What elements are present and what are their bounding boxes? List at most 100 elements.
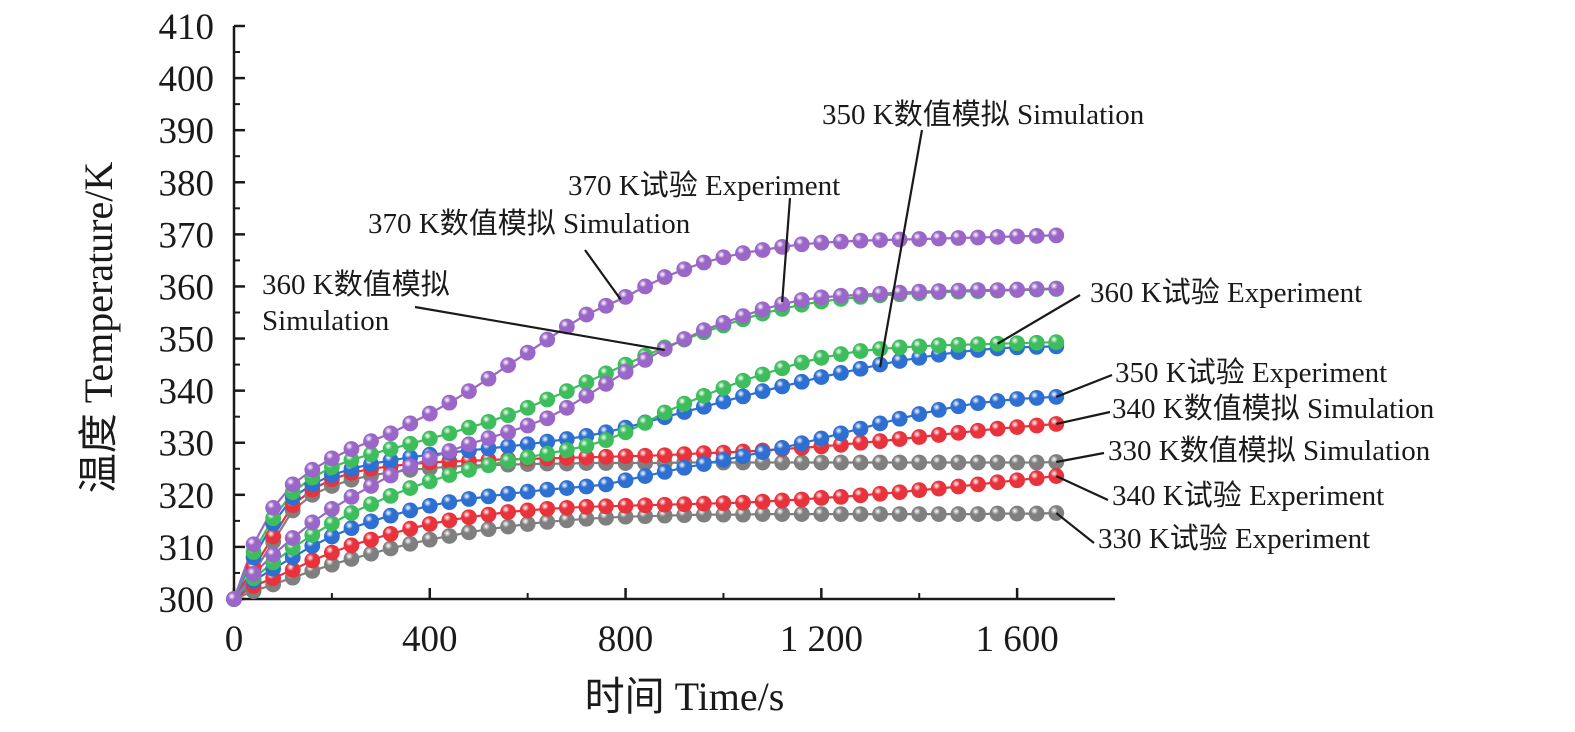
data-point: [500, 424, 516, 441]
data-point: [480, 521, 497, 538]
data-point: [911, 283, 928, 300]
data-point: [852, 454, 869, 471]
annotations: 350 K数值模拟 Simulation 370 K试验 Experiment 37…: [262, 98, 1435, 555]
data-point: [891, 410, 908, 427]
data-point: [500, 438, 516, 455]
data-point: [1028, 417, 1045, 434]
data-point: [421, 430, 438, 447]
data-point: [1009, 505, 1026, 522]
data-point: [735, 308, 751, 325]
data-point: [950, 282, 967, 299]
data-point: [813, 506, 830, 522]
data-point: [774, 492, 791, 509]
y-tick-label: 390: [159, 111, 215, 152]
data-point: [774, 440, 791, 456]
data-point: [833, 489, 849, 505]
data-point: [813, 349, 830, 366]
data-point: [578, 387, 595, 404]
data-point: [774, 360, 791, 377]
data-point: [480, 488, 497, 505]
data-point: [852, 232, 869, 249]
data-point: [539, 500, 556, 517]
data-point: [695, 254, 712, 271]
data-point: [793, 354, 810, 371]
data-point: [989, 393, 1006, 409]
data-point: [989, 454, 1006, 471]
annotation: 360 K试验 Experiment: [996, 276, 1362, 345]
data-point: [970, 395, 986, 412]
data-point: [891, 339, 908, 356]
data-point: [343, 550, 360, 567]
y-tick-label: 320: [159, 476, 215, 517]
data-point: [637, 447, 654, 464]
data-point: [480, 430, 497, 446]
data-point: [539, 481, 556, 498]
data-point: [950, 478, 967, 495]
data-point: [637, 278, 654, 295]
data-point: [970, 229, 986, 246]
y-tick-label: 380: [159, 163, 215, 204]
data-point: [304, 514, 321, 531]
data-point: [813, 490, 830, 506]
data-point: [343, 520, 360, 537]
annotation: 330 K试验 Experiment: [1055, 512, 1370, 555]
data-point: [637, 415, 654, 431]
data-point: [304, 461, 321, 478]
data-point: [852, 360, 869, 377]
data-point: [970, 476, 986, 493]
data-point: [911, 482, 928, 499]
data-point: [793, 373, 810, 390]
data-point: [852, 343, 869, 359]
data-point: [793, 292, 810, 308]
data-point: [480, 457, 497, 474]
annotation: 360 K数值模拟 Simulation: [262, 268, 665, 352]
data-point: [989, 474, 1006, 491]
data-point: [891, 454, 908, 471]
data-point: [402, 480, 419, 496]
data-point: [461, 491, 477, 507]
data-point: [833, 506, 849, 522]
data-point: [1009, 335, 1026, 352]
data-point: [500, 485, 516, 502]
data-point: [930, 230, 947, 247]
data-point: [617, 424, 634, 441]
data-point: [402, 520, 419, 537]
data-point: [578, 478, 595, 495]
data-point: [441, 528, 458, 544]
data-point: [519, 502, 536, 519]
data-point: [461, 436, 477, 453]
data-point: [970, 506, 986, 522]
data-point: [754, 301, 771, 318]
y-tick-label: 340: [159, 372, 215, 413]
data-point: [1028, 470, 1045, 487]
data-point: [500, 357, 516, 374]
y-tick-label: 330: [159, 424, 215, 465]
annotation: 350 K数值模拟 Simulation: [822, 98, 1145, 368]
data-point: [363, 545, 379, 562]
data-point: [598, 498, 614, 515]
data-point: [656, 463, 673, 480]
data-point: [891, 231, 908, 248]
data-point: [833, 233, 849, 250]
data-point: [382, 441, 399, 457]
data-point: [695, 495, 712, 512]
data-point: [930, 283, 947, 300]
y-tick-label: 400: [159, 59, 215, 100]
annotation-leader-line: [1056, 410, 1111, 426]
data-point: [950, 230, 967, 246]
x-tick-label: 400: [402, 619, 458, 660]
data-point: [813, 234, 830, 251]
data-point: [637, 497, 654, 514]
data-point: [715, 452, 732, 468]
data-point: [676, 496, 693, 513]
data-point: [1028, 505, 1045, 522]
data-point: [558, 399, 575, 416]
x-tick-label: 0: [225, 619, 244, 660]
data-point: [793, 454, 810, 471]
data-point: [695, 322, 712, 339]
annotation-label: 340 K数值模拟 Simulation: [1112, 392, 1435, 425]
data-point: [519, 344, 536, 361]
data-point: [793, 506, 810, 522]
data-point: [558, 480, 575, 496]
